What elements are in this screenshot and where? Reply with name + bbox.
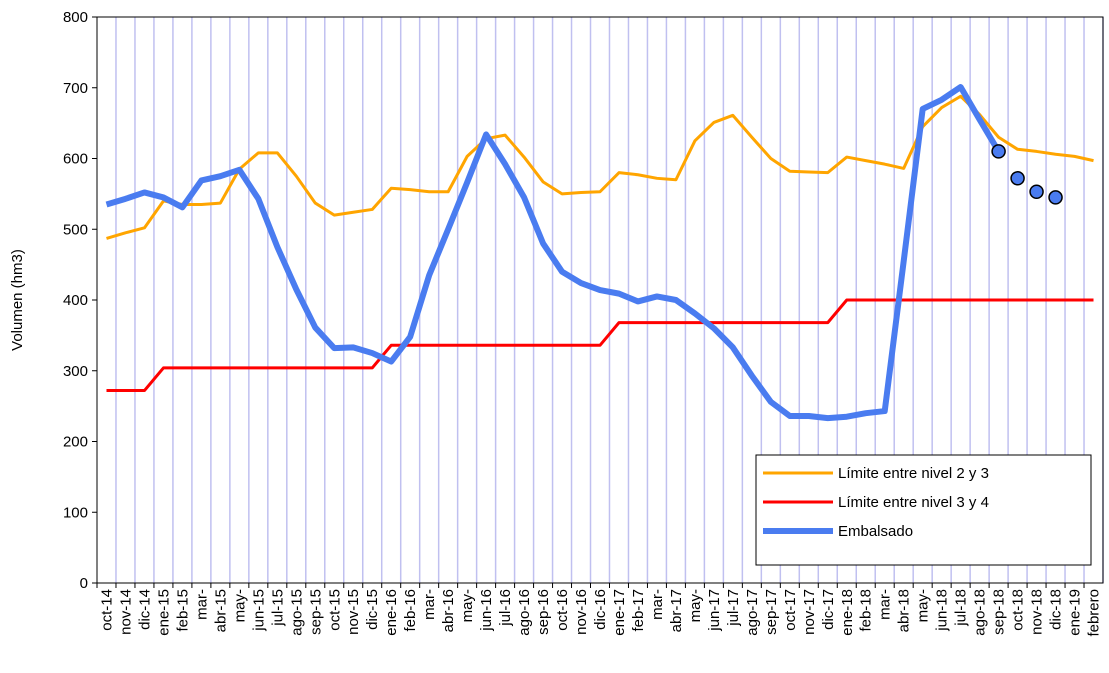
y-tick-label: 300 [63,363,88,380]
x-tick-label: jun-15 [250,589,267,632]
legend-label: Límite entre nivel 2 y 3 [838,465,989,482]
x-tick-label: may- [231,589,248,622]
forecast-point [1029,184,1044,200]
y-tick-label: 100 [63,504,88,521]
y-tick-label: 700 [63,80,88,97]
x-tick-label: jun-17 [706,589,723,632]
x-tick-label: ene-17 [611,589,628,636]
x-tick-label: ene-15 [155,589,172,636]
x-tick-label: ago-17 [744,589,761,636]
x-tick-label: jul-17 [725,589,742,627]
x-tick-label: sep-16 [535,589,552,635]
x-tick-label: jun-18 [934,589,951,632]
x-tick-label: jul-15 [269,589,286,627]
x-tick-label: oct-15 [326,589,343,631]
x-tick-label: nov-16 [573,589,590,635]
x-tick-label: oct-18 [1010,589,1027,631]
legend-label: Embalsado [838,523,913,540]
forecast-point [1048,190,1063,205]
x-tick-label: feb-18 [858,589,875,632]
x-tick-label: abr-17 [668,589,685,632]
legend-label: Límite entre nivel 3 y 4 [838,494,989,511]
y-tick-label: 200 [63,434,88,451]
x-tick-label: sep-15 [307,589,324,635]
x-tick-label: abr-18 [896,589,913,632]
x-tick-label: oct-17 [782,589,799,631]
x-tick-label: ene-16 [383,589,400,636]
x-tick-label: jul-18 [953,589,970,627]
x-tick-label: oct-16 [554,589,571,631]
x-tick-label: mar- [193,589,210,620]
x-tick-label: dic-15 [364,589,381,630]
x-tick-label: ene-19 [1067,589,1084,636]
x-tick-label: feb-17 [630,589,647,632]
y-tick-label: 400 [63,292,88,309]
series-line [106,298,1094,393]
y-axis-label: Volumen (hm3) [9,249,26,351]
x-tick-label: may- [915,589,932,622]
series-line [106,94,1094,240]
x-tick-label: nov-14 [117,589,134,635]
x-tick-label: dic-14 [136,589,153,630]
series-line [105,84,1002,422]
y-tick-label: 0 [80,575,88,592]
x-tick-label: ago-16 [516,589,533,636]
forecast-point [991,144,1006,159]
x-tick-label: abr-16 [440,589,457,632]
x-tick-label: feb-15 [174,589,191,632]
x-tick-label: abr-15 [212,589,229,632]
x-tick-label: nov-15 [345,589,362,635]
x-tick-label: mar- [877,589,894,620]
x-tick-label: mar- [421,589,438,620]
y-tick-label: 500 [63,221,88,238]
x-tick-label: feb-16 [402,589,419,632]
x-tick-label: dic-18 [1048,589,1065,630]
x-tick-label: nov-17 [801,589,818,635]
x-tick-label: oct-14 [98,589,115,631]
x-tick-label: may- [687,589,704,622]
x-tick-label: sep-17 [763,589,780,635]
y-tick-label: 600 [63,151,88,168]
x-tick-label: jun-16 [478,589,495,632]
x-tick-label: sep-18 [991,589,1008,635]
x-tick-label: may- [459,589,476,622]
x-tick-label: dic-17 [820,589,837,630]
x-tick-label: jul-16 [497,589,514,627]
x-tick-label: dic-16 [592,589,609,630]
x-tick-label: mar- [649,589,666,620]
x-tick-label: ago-18 [972,589,989,636]
x-tick-label: ene-18 [839,589,856,636]
forecast-point [1010,171,1025,186]
x-tick-label: ago-15 [288,589,305,636]
x-tick-label: febrero [1086,589,1103,637]
y-tick-label: 800 [63,9,88,26]
x-tick-label: nov-18 [1029,589,1046,635]
